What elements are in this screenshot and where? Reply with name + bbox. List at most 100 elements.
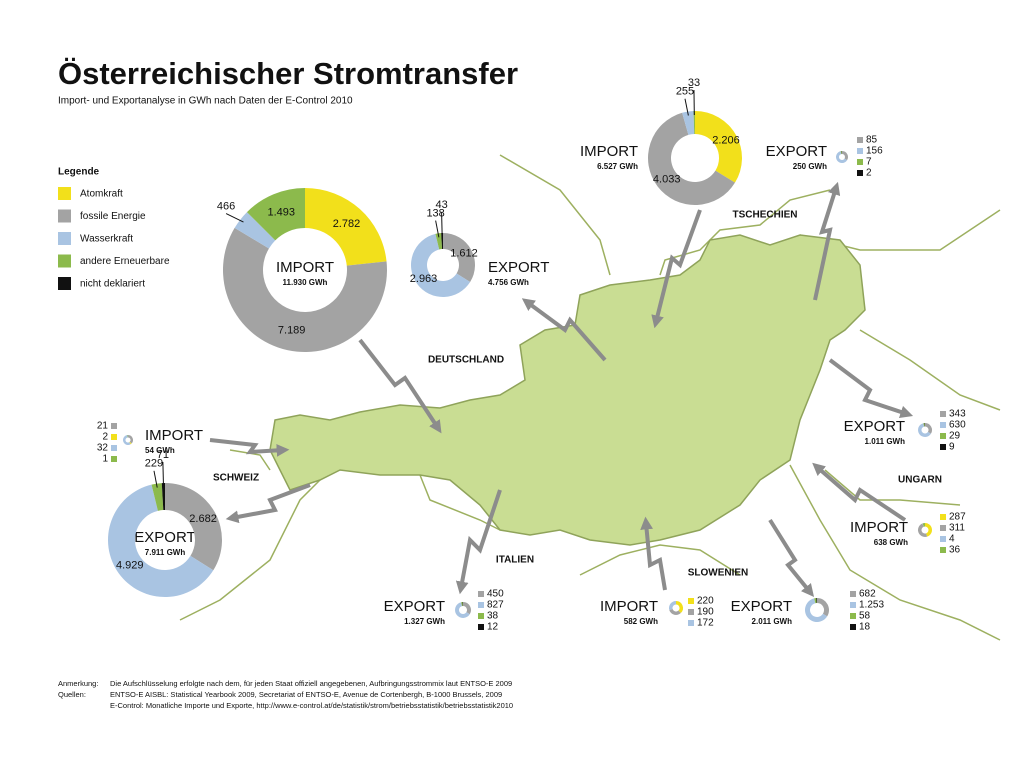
flow-total: 2.011 GWh (752, 617, 793, 626)
list-value: 190 (697, 607, 714, 618)
legend-swatch (58, 277, 71, 290)
segment-label: 1.493 (267, 207, 295, 219)
data-layer: Atomkraft fossile Energie Wasserkraft ander… (58, 77, 966, 710)
donut-segment (305, 188, 387, 266)
segment-label: 43 (435, 199, 447, 211)
subtitle: Import- und Exportanalyse in GWh nach Da… (58, 96, 353, 107)
leader-line (435, 220, 440, 238)
list-value: 1.253 (859, 600, 884, 611)
donut-segment (127, 435, 128, 438)
segment-label: 2.963 (410, 273, 438, 285)
list-value: 18 (859, 622, 871, 633)
flow-direction: IMPORT (276, 259, 334, 276)
list-value: 9 (949, 442, 955, 453)
list-value: 827 (487, 600, 504, 611)
list-swatch (857, 159, 863, 165)
donut-segment (817, 598, 830, 617)
list-swatch (478, 591, 484, 597)
flow-total: 6.527 GWh (597, 162, 638, 171)
list-value: 450 (487, 589, 504, 600)
leader-line (441, 212, 443, 238)
leader-line (684, 98, 689, 116)
donut-segment (682, 111, 695, 135)
donut-segment (917, 523, 928, 538)
list-swatch (850, 613, 856, 619)
austria-shape (269, 234, 866, 546)
segment-label: 4.033 (653, 173, 681, 185)
list-swatch (478, 602, 484, 608)
list-value: 2 (866, 168, 872, 179)
donut-segment (123, 435, 131, 445)
flow-direction: EXPORT (731, 598, 792, 615)
list-value: 85 (866, 135, 878, 146)
flow-direction: IMPORT (850, 519, 908, 536)
list-value: 38 (487, 611, 499, 622)
donut-segment (443, 233, 475, 282)
segment-label: 2.782 (333, 218, 361, 230)
list-swatch (688, 598, 694, 604)
segment-label: 1.612 (450, 247, 478, 259)
donut-segment (161, 483, 165, 511)
donut-segment (840, 151, 842, 155)
list-value: 172 (697, 618, 714, 629)
list-swatch (111, 434, 117, 440)
flow-total: 1.327 GWh (404, 617, 445, 626)
flow-total: 4.756 GWh (488, 278, 529, 287)
flow-total: 54 GWh (145, 446, 175, 455)
list-value: 343 (949, 409, 966, 420)
country-label: SLOWENIEN (688, 568, 749, 579)
list-swatch (940, 536, 946, 542)
list-swatch (111, 423, 117, 429)
donut-segment (918, 423, 931, 438)
donut-segment (676, 601, 683, 614)
footer-note-label: Anmerkung: (58, 679, 98, 688)
donut-segment (923, 423, 925, 427)
donut-segment (461, 602, 463, 607)
flow-total: 1.011 GWh (865, 437, 906, 446)
footer-sources-label: Quellen: (58, 690, 86, 699)
footer-source: ENTSO-E AISBL: Statistical Yearbook 2009… (110, 690, 502, 699)
list-swatch (940, 547, 946, 553)
footer-note: Die Aufschlüsselung erfolgte nach dem, f… (110, 679, 512, 688)
donut-segment (925, 523, 933, 537)
legend-label: fossile Energie (80, 211, 146, 222)
donut-segment (836, 151, 848, 163)
flow-direction: EXPORT (134, 529, 195, 546)
segment-label: 229 (145, 458, 163, 470)
list-value: 287 (949, 512, 966, 523)
donut-segment (922, 523, 925, 527)
segment-label: 138 (426, 207, 444, 219)
flow-total: 11.930 GWh (283, 278, 328, 287)
donut-segment (842, 151, 848, 161)
list-swatch (940, 514, 946, 520)
list-value: 311 (949, 523, 965, 534)
legend-label: Wasserkraft (80, 234, 133, 245)
list-swatch (940, 422, 946, 428)
list-swatch (940, 411, 946, 417)
leader-line (153, 470, 158, 488)
list-value: 7 (866, 157, 872, 168)
flow-direction: EXPORT (844, 418, 905, 435)
list-swatch (688, 609, 694, 615)
list-value: 21 (97, 421, 109, 432)
donut-segment (693, 111, 695, 135)
list-swatch (111, 445, 117, 451)
donut-segment (805, 598, 828, 622)
donut-segment (151, 483, 164, 511)
donut-segment (246, 188, 305, 241)
list-value: 1 (102, 454, 108, 465)
list-value: 156 (866, 146, 883, 157)
flow-direction: IMPORT (580, 143, 638, 160)
legend-swatch (58, 209, 71, 223)
flow-total: 250 GWh (793, 162, 827, 171)
title: Österreichischer Stromtransfer (58, 56, 518, 91)
donut-segment (814, 598, 817, 604)
